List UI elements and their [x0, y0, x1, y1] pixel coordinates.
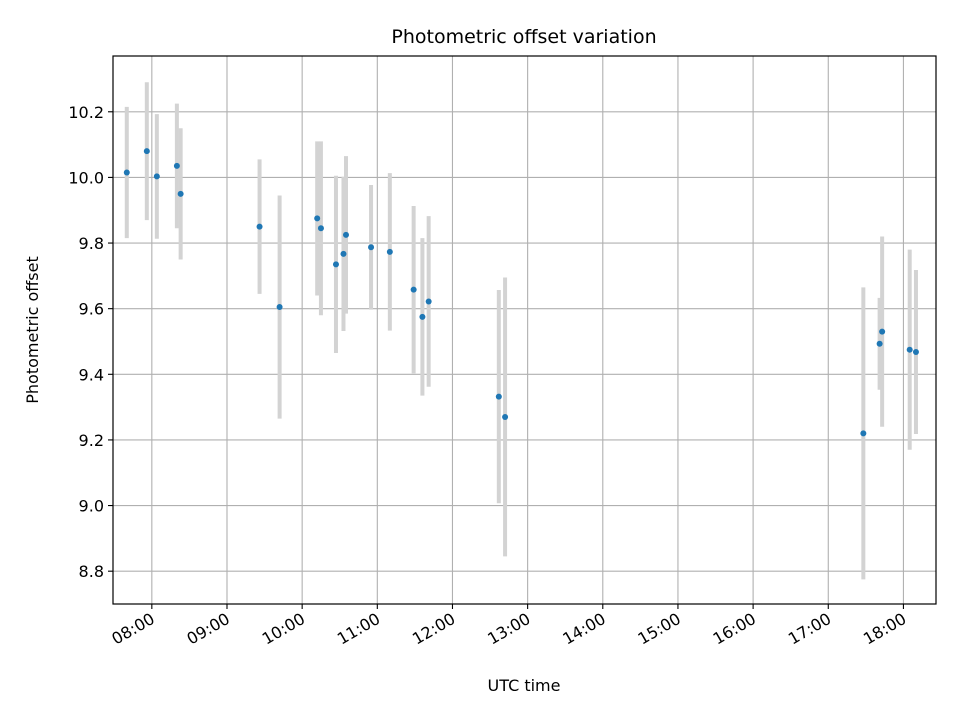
data-point — [332, 261, 339, 268]
data-point — [879, 328, 886, 335]
y-tick-label: 8.8 — [79, 562, 104, 581]
data-point — [340, 250, 347, 257]
data-point — [314, 215, 321, 222]
data-point — [177, 190, 184, 197]
y-axis-label: Photometric offset — [23, 256, 42, 404]
y-axis-ticks: 8.8 9.0 9.2 9.4 9.6 9.8 10.0 10.2 — [68, 103, 113, 581]
y-tick-label: 9.6 — [79, 300, 104, 319]
data-point — [342, 231, 349, 238]
data-points — [123, 148, 919, 437]
data-point — [410, 286, 417, 293]
chart-title: Photometric offset variation — [391, 26, 656, 48]
data-point — [906, 346, 913, 353]
data-point — [860, 430, 867, 437]
grid — [113, 56, 936, 604]
data-point — [173, 162, 180, 169]
data-point — [256, 223, 263, 230]
y-tick-label: 9.8 — [79, 234, 104, 253]
y-tick-label: 10.2 — [68, 103, 104, 122]
data-point — [276, 304, 283, 311]
data-point — [143, 148, 150, 155]
data-point — [386, 248, 393, 255]
data-point — [153, 173, 160, 180]
y-tick-label: 9.0 — [79, 497, 104, 516]
data-point — [368, 244, 375, 251]
y-tick-label: 9.2 — [79, 431, 104, 450]
data-point — [123, 169, 130, 176]
data-point — [876, 340, 883, 347]
data-point — [419, 313, 426, 320]
data-point — [495, 393, 502, 400]
plot-frame — [112, 55, 937, 605]
data-point — [502, 413, 509, 420]
data-point — [912, 348, 919, 355]
y-tick-label: 10.0 — [68, 168, 104, 187]
x-axis-label: UTC time — [488, 676, 561, 695]
data-point — [425, 298, 432, 305]
y-tick-label: 9.4 — [79, 365, 104, 384]
data-point — [317, 225, 324, 232]
